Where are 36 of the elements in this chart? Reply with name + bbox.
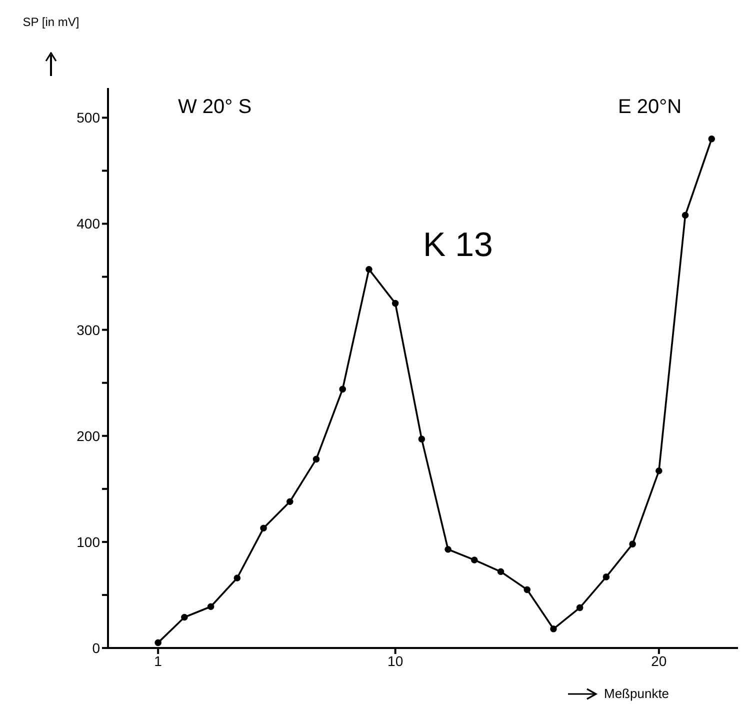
point: [154, 639, 162, 646]
point: [418, 436, 426, 442]
y-tick-label: 300: [76, 322, 100, 338]
x-axis-title: Meßpunkte: [604, 686, 670, 701]
point: [339, 386, 346, 393]
point: [602, 574, 610, 580]
y-tick-label: 500: [76, 110, 100, 126]
point: [629, 540, 636, 548]
point: [207, 603, 214, 610]
x-tick-label: 10: [388, 652, 404, 669]
x-tick-label: 20: [651, 652, 667, 669]
point: [576, 604, 584, 612]
y-tick-label: 200: [76, 428, 100, 444]
point: [234, 574, 241, 582]
x-tick-label: 1: [154, 652, 162, 669]
point: [181, 614, 188, 621]
point: [524, 586, 531, 594]
point: [286, 498, 294, 506]
y-tick-label: 400: [76, 216, 100, 232]
text: K 13: [423, 226, 493, 265]
point: [444, 546, 452, 553]
point: [366, 266, 372, 273]
point: [497, 568, 504, 576]
point: [682, 212, 689, 219]
point: [550, 626, 557, 632]
point: [708, 136, 716, 142]
y-tick-label: 0: [92, 640, 100, 656]
point: [260, 524, 267, 532]
point: [656, 467, 662, 474]
point: [471, 556, 478, 564]
y-tick-label: 100: [76, 534, 100, 550]
annotation: W 20° S: [178, 96, 252, 119]
point: [312, 456, 320, 463]
point: [392, 300, 399, 307]
y-axis-title: SP [in mV]: [22, 15, 80, 29]
annotation: E 20°N: [618, 96, 682, 119]
